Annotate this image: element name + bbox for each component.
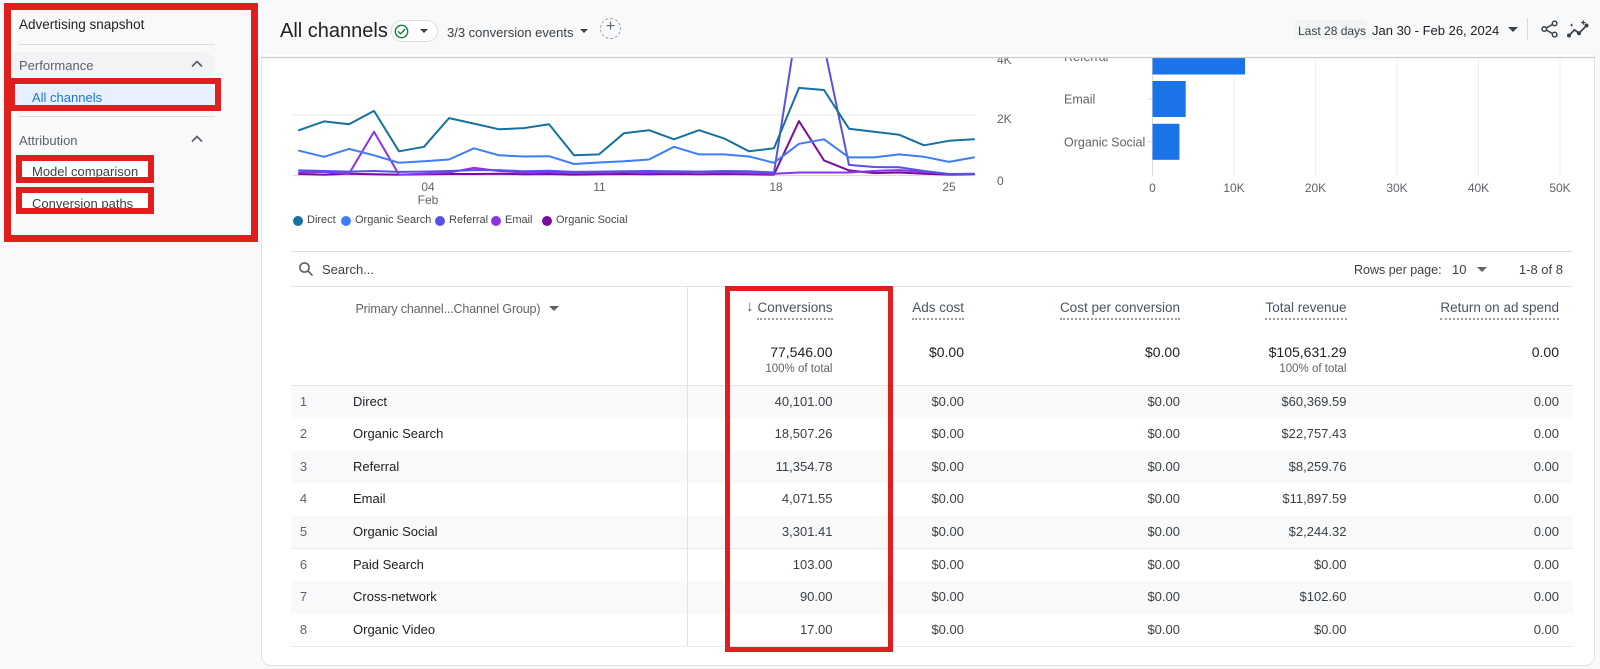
svg-text:Referral: Referral (1064, 55, 1108, 64)
svg-text:50K: 50K (1549, 181, 1570, 195)
svg-text:18: 18 (769, 180, 783, 194)
svg-text:Feb: Feb (418, 193, 439, 207)
svg-text:40K: 40K (1468, 181, 1489, 195)
svg-text:25: 25 (942, 180, 956, 194)
svg-text:4K: 4K (997, 55, 1012, 67)
svg-text:2K: 2K (997, 112, 1012, 126)
svg-text:20K: 20K (1305, 181, 1326, 195)
svg-text:10K: 10K (1223, 181, 1244, 195)
svg-text:04: 04 (421, 180, 435, 194)
svg-text:11: 11 (593, 180, 606, 194)
svg-text:0: 0 (997, 174, 1004, 188)
svg-text:Email: Email (1064, 93, 1095, 107)
svg-text:Organic Social: Organic Social (1064, 135, 1145, 149)
svg-text:30K: 30K (1386, 181, 1407, 195)
svg-text:0: 0 (1149, 181, 1156, 195)
